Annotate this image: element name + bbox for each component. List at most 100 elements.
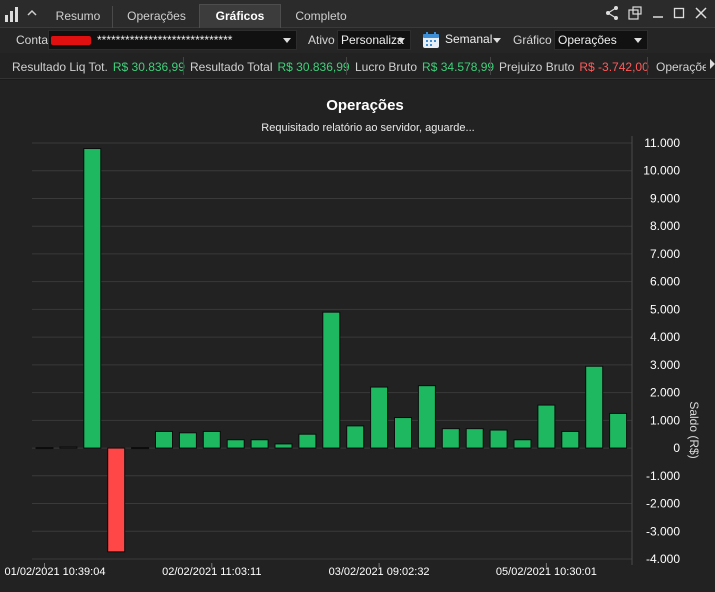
ativo-select[interactable]: Personaliza	[337, 30, 411, 50]
bar[interactable]	[609, 412, 628, 449]
y-tick-label: 7.000	[650, 247, 680, 261]
bar[interactable]	[202, 430, 221, 449]
x-tick-label: 01/02/2021 10:39:04	[5, 566, 106, 578]
close-icon[interactable]	[693, 5, 709, 21]
bar[interactable]	[59, 446, 78, 449]
bar[interactable]	[83, 148, 102, 449]
summary-bar: Resultado Liq Tot. R$ 30.836,99 Resultado…	[0, 53, 715, 79]
y-tick-label: 1.000	[650, 413, 680, 427]
chart-app-icon	[5, 7, 18, 22]
summary-label: Lucro Bruto	[355, 60, 418, 74]
bar[interactable]	[513, 439, 532, 449]
bars	[35, 148, 628, 553]
calendar-icon[interactable]	[422, 31, 440, 49]
tab-graficos[interactable]: Gráficos	[199, 4, 281, 28]
bar-chart: Operações Requisitado relatório ao servi…	[5, 97, 701, 578]
y-tick-label: -4.000	[646, 552, 680, 566]
conta-value: *****************************	[97, 33, 233, 47]
chevron-up-icon[interactable]	[26, 6, 38, 20]
summary-value: R$ 30.836,99	[112, 60, 185, 74]
divider	[346, 57, 347, 75]
bar[interactable]	[537, 404, 556, 449]
summary-value: R$ 34.578,99	[422, 60, 495, 74]
chart-subtitle: Requisitado relatório ao servidor, aguar…	[261, 122, 474, 134]
divider	[490, 57, 491, 75]
summary-label: Operações	[656, 60, 706, 74]
y-tick-label: 2.000	[650, 386, 680, 400]
summary-label: Resultado Liq Tot.	[12, 60, 108, 74]
x-tick-label: 03/02/2021 09:02:32	[329, 566, 430, 578]
bar[interactable]	[250, 439, 269, 449]
minimize-icon[interactable]	[650, 5, 666, 21]
summary-prejuizo-bruto: Prejuizo Bruto R$ -3.742,00	[499, 60, 649, 74]
grafico-value: Operações	[558, 33, 617, 47]
bar[interactable]	[155, 430, 173, 449]
bar[interactable]	[131, 447, 150, 450]
x-tick-label: 05/02/2021 10:30:01	[496, 566, 597, 578]
bar[interactable]	[370, 386, 389, 449]
conta-select[interactable]: *****************************	[48, 30, 297, 50]
periodo-value: Semanal	[445, 32, 493, 46]
chevron-down-icon	[493, 38, 501, 43]
y-tick-label: 5.000	[650, 302, 680, 316]
bar[interactable]	[178, 432, 197, 449]
summary-label: Prejuizo Bruto	[499, 60, 575, 74]
bar[interactable]	[394, 417, 412, 449]
periodo-select[interactable]: Semanal	[445, 30, 505, 50]
bar[interactable]	[465, 428, 484, 449]
chevron-down-icon	[283, 38, 291, 43]
ativo-label: Ativo	[308, 33, 335, 47]
y-tick-label: 8.000	[650, 219, 680, 233]
y-tick-label: 11.000	[644, 136, 680, 150]
chevron-down-icon	[634, 38, 642, 43]
summary-operacoes: Operações	[656, 60, 706, 74]
x-tick-label: 02/02/2021 11:03:11	[162, 566, 261, 578]
popout-icon[interactable]	[627, 5, 643, 21]
y-tick-label: -2.000	[646, 497, 680, 511]
divider	[647, 57, 648, 75]
y-tick-label: 4.000	[650, 330, 680, 344]
filter-bar: Conta ***************************** Ativ…	[0, 28, 715, 53]
scroll-right-icon[interactable]	[710, 59, 715, 69]
summary-resultado-liq: Resultado Liq Tot. R$ 30.836,99	[12, 60, 185, 74]
chart-title: Operações	[326, 97, 404, 114]
bar[interactable]	[489, 429, 508, 449]
summary-value: R$ 30.836,99	[277, 60, 350, 74]
y-tick-label: 6.000	[650, 275, 680, 289]
tab-completo[interactable]: Completo	[295, 9, 347, 23]
tab-bar: Resumo Operações Gráficos Completo	[0, 0, 715, 28]
bar[interactable]	[298, 433, 317, 449]
tab-resumo[interactable]: Resumo	[55, 9, 101, 23]
bar[interactable]	[226, 439, 245, 449]
maximize-icon[interactable]	[671, 5, 687, 21]
bar[interactable]	[441, 428, 460, 449]
bar[interactable]	[346, 425, 365, 449]
bar[interactable]	[322, 311, 341, 449]
summary-label: Resultado Total	[190, 60, 273, 74]
bar[interactable]	[417, 385, 436, 449]
y-tick-label: 9.000	[650, 191, 680, 205]
y-axis-label: Saldo (R$)	[687, 401, 701, 458]
summary-lucro-bruto: Lucro Bruto R$ 34.578,99	[355, 60, 494, 74]
y-tick-label: 3.000	[650, 358, 680, 372]
bar[interactable]	[585, 365, 604, 449]
grafico-select[interactable]: Operações	[554, 30, 648, 50]
y-tick-label: 0	[673, 441, 680, 455]
bar[interactable]	[35, 447, 54, 450]
x-axis-ticks: 01/02/2021 10:39:04 02/02/2021 11:03:11 03…	[5, 563, 597, 578]
y-tick-label: -1.000	[646, 469, 680, 483]
bar[interactable]	[274, 443, 293, 449]
tab-operacoes[interactable]: Operações	[112, 6, 200, 28]
chevron-down-icon	[397, 38, 405, 43]
bar[interactable]	[107, 447, 126, 553]
ativo-value: Personaliza	[341, 33, 404, 47]
y-tick-label: 10.000	[643, 164, 680, 178]
summary-value: R$ -3.742,00	[579, 60, 649, 74]
divider	[183, 57, 184, 75]
redacted-account	[51, 36, 91, 45]
y-axis-ticks: 11.000 10.000 9.000 8.000 7.000 6.000 5.000 4.0…	[643, 136, 680, 566]
bar[interactable]	[561, 430, 580, 449]
share-icon[interactable]	[604, 5, 620, 21]
y-tick-label: -3.000	[646, 524, 680, 538]
grafico-label: Gráfico	[513, 33, 552, 47]
